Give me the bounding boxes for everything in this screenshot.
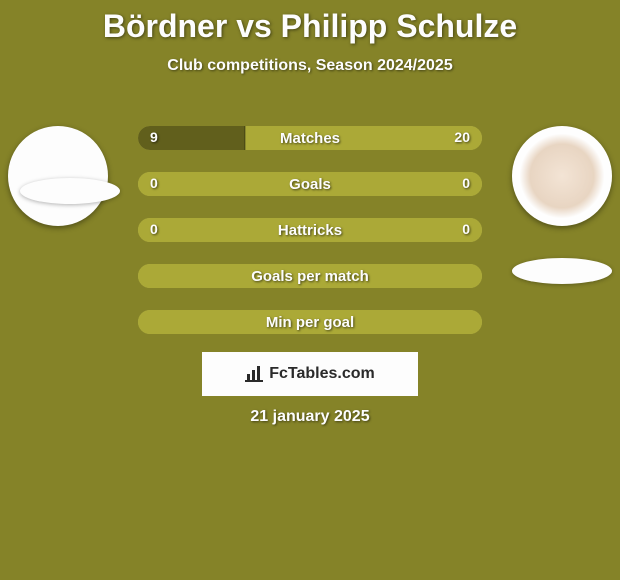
comparison-bars: 9 20 Matches 0 0 Goals 0 0 Hattricks Goals per ma…	[138, 126, 482, 356]
stat-value-left: 0	[150, 221, 158, 237]
player-right-shadow	[512, 258, 612, 284]
stat-label: Min per goal	[266, 314, 354, 331]
stat-label: Hattricks	[278, 222, 342, 239]
chart-icon	[245, 366, 263, 382]
stat-value-left: 0	[150, 175, 158, 191]
stat-bar: 0 0 Hattricks	[138, 218, 482, 242]
watermark-text: FcTables.com	[269, 365, 375, 383]
player-right-avatar	[512, 126, 612, 226]
player-left-shadow	[20, 178, 120, 204]
stat-value-left: 9	[150, 129, 158, 145]
player-left-avatar	[8, 126, 108, 226]
stat-label: Matches	[280, 130, 340, 147]
stat-label: Goals	[289, 176, 331, 193]
stat-bar: 0 0 Goals	[138, 172, 482, 196]
stat-bar: Min per goal	[138, 310, 482, 334]
page-title: Bördner vs Philipp Schulze	[0, 0, 620, 45]
stat-value-right: 0	[462, 221, 470, 237]
watermark: FcTables.com	[202, 352, 418, 396]
stat-value-right: 0	[462, 175, 470, 191]
stat-bar: 9 20 Matches	[138, 126, 482, 150]
stat-value-right: 20	[454, 129, 470, 145]
stat-bar: Goals per match	[138, 264, 482, 288]
stat-label: Goals per match	[251, 268, 369, 285]
date-label: 21 january 2025	[0, 408, 620, 426]
subtitle: Club competitions, Season 2024/2025	[0, 57, 620, 75]
